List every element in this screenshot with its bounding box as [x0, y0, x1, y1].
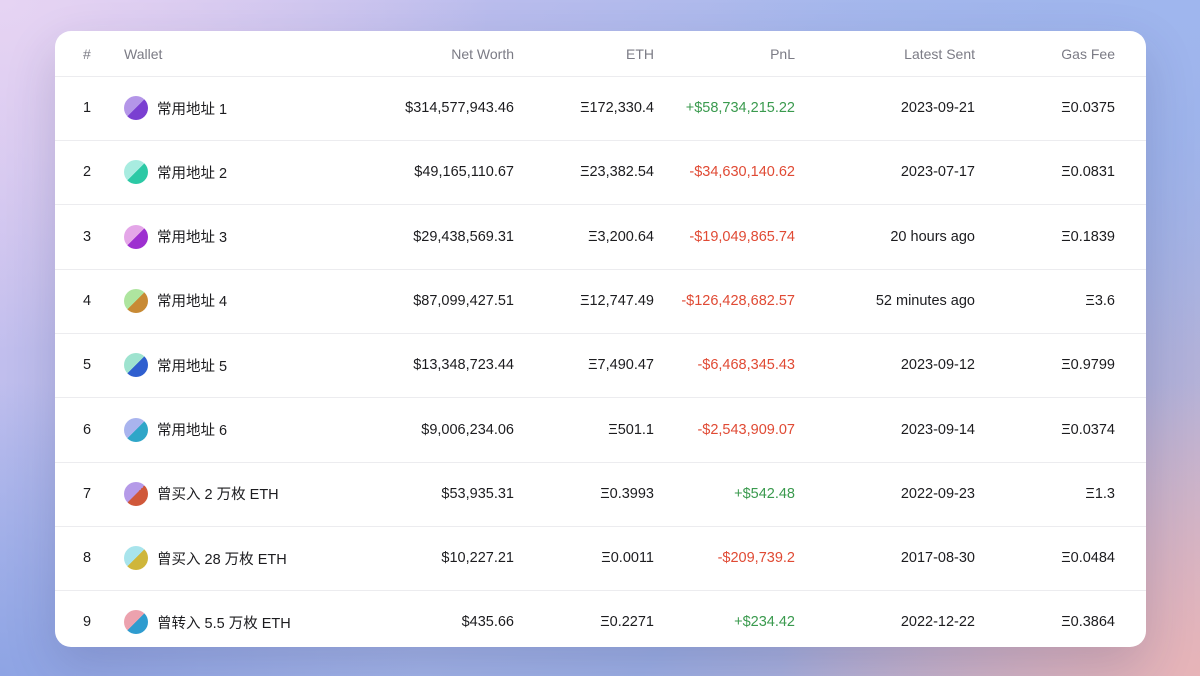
wallet-avatar-icon — [124, 546, 148, 571]
wallet-cell[interactable]: 常用地址 6 — [124, 398, 384, 462]
wallet-cell[interactable]: 常用地址 5 — [124, 333, 384, 397]
pnl-value: +$58,734,215.22 — [685, 100, 795, 116]
row-index: 6 — [83, 421, 92, 438]
net-worth-value: $87,099,427.51 — [413, 292, 514, 309]
gas-fee-value: Ξ3.6 — [1085, 292, 1115, 309]
header-wallet[interactable]: Wallet — [124, 45, 163, 62]
row-index: 2 — [83, 164, 92, 181]
pnl-value: -$209,739.2 — [717, 550, 795, 567]
wallet-table-card: # Wallet Net Worth ETH PnL Latest Sent G… — [55, 31, 1146, 647]
header-eth[interactable]: ETH — [626, 45, 654, 62]
eth-balance-value: Ξ0.3993 — [600, 485, 654, 502]
net-worth-value: $435.66 — [461, 614, 514, 631]
latest-sent-value: 2023-07-17 — [900, 164, 975, 181]
gas-fee-value: Ξ0.0374 — [1061, 421, 1115, 438]
header-gas-fee[interactable]: Gas Fee — [1061, 45, 1115, 62]
wallet-avatar-icon — [124, 353, 148, 378]
latest-sent-value: 2023-09-14 — [900, 421, 975, 438]
net-worth-value: $9,006,234.06 — [421, 421, 514, 438]
eth-balance-value: Ξ501.1 — [608, 421, 654, 438]
wallet-avatar-icon — [124, 610, 148, 635]
eth-balance-value: Ξ7,490.47 — [588, 357, 654, 374]
table-row[interactable]: 6 常用地址 6 $9,006,234.06 Ξ501.1 -$2,543,909.07… — [55, 398, 1146, 463]
wallet-cell[interactable]: 曾买入 28 万枚 ETH — [124, 526, 384, 590]
wallet-name: 常用地址 6 — [157, 423, 228, 439]
wallet-avatar-icon — [124, 96, 148, 120]
gas-fee-value: Ξ0.1839 — [1061, 228, 1115, 245]
row-index: 9 — [83, 614, 92, 631]
row-index: 4 — [83, 292, 92, 309]
gas-fee-value: Ξ0.0831 — [1061, 164, 1115, 181]
row-index: 3 — [83, 228, 92, 245]
wallet-avatar-icon — [124, 160, 148, 185]
header-net-worth[interactable]: Net Worth — [451, 45, 514, 62]
net-worth-value: $53,935.31 — [441, 485, 514, 502]
gas-fee-value: Ξ0.0484 — [1061, 550, 1115, 567]
table-row[interactable]: 8 曾买入 28 万枚 ETH $10,227.21 Ξ0.0011 -$209,739… — [55, 526, 1146, 592]
net-worth-value: $13,348,723.44 — [413, 357, 514, 374]
row-index: 8 — [83, 550, 92, 567]
wallet-name: 曾买入 2 万枚 ETH — [157, 487, 279, 504]
wallet-cell[interactable]: 曾转入 5.5 万枚 ETH — [124, 590, 384, 647]
net-worth-value: $49,165,110.67 — [414, 164, 514, 181]
latest-sent-value: 52 minutes ago — [875, 292, 975, 309]
eth-balance-value: Ξ3,200.64 — [588, 228, 654, 245]
gas-fee-value: Ξ0.9799 — [1061, 357, 1115, 374]
header-index: # — [83, 45, 91, 62]
pnl-value: +$542.48 — [734, 485, 795, 502]
wallet-name: 常用地址 1 — [157, 101, 228, 118]
net-worth-value: $314,577,943.46 — [405, 100, 514, 116]
table-row[interactable]: 3 常用地址 3 $29,438,569.31 Ξ3,200.64 -$19,049,8… — [55, 205, 1146, 270]
latest-sent-value: 20 hours ago — [890, 228, 975, 245]
wallet-cell[interactable]: 常用地址 2 — [124, 140, 384, 204]
net-worth-value: $10,227.21 — [441, 550, 514, 567]
pnl-value: -$34,630,140.62 — [689, 164, 795, 181]
table-row[interactable]: 4 常用地址 4 $87,099,427.51 Ξ12,747.49 -$126,428… — [55, 269, 1146, 334]
table-row[interactable]: 5 常用地址 5 $13,348,723.44 Ξ7,490.47 -$6,468,34… — [55, 333, 1146, 399]
wallet-name: 常用地址 2 — [157, 165, 228, 182]
gas-fee-value: Ξ0.3864 — [1061, 614, 1115, 631]
pnl-value: -$6,468,345.43 — [697, 357, 795, 374]
table-row[interactable]: 9 曾转入 5.5 万枚 ETH $435.66 Ξ0.2271 +$234.42 202… — [55, 590, 1146, 647]
row-index: 7 — [83, 485, 92, 502]
wallet-name: 常用地址 5 — [157, 358, 228, 375]
latest-sent-value: 2023-09-21 — [900, 100, 975, 116]
wallet-avatar-icon — [124, 288, 148, 313]
table-row[interactable]: 2 常用地址 2 $49,165,110.67 Ξ23,382.54 -$34,630,… — [55, 140, 1146, 206]
gas-fee-value: Ξ0.0375 — [1061, 100, 1115, 116]
eth-balance-value: Ξ0.2271 — [600, 614, 654, 631]
wallet-avatar-icon — [124, 224, 148, 249]
pnl-value: -$126,428,682.57 — [681, 292, 795, 309]
wallet-avatar-icon — [124, 417, 148, 442]
wallet-avatar-icon — [124, 481, 148, 506]
row-index: 5 — [83, 357, 92, 374]
header-latest-sent[interactable]: Latest Sent — [904, 45, 975, 62]
latest-sent-value: 2022-09-23 — [900, 485, 975, 502]
latest-sent-value: 2023-09-12 — [900, 357, 975, 374]
eth-balance-value: Ξ0.0011 — [601, 550, 654, 567]
eth-balance-value: Ξ172,330.4 — [580, 100, 654, 116]
table-header: # Wallet Net Worth ETH PnL Latest Sent G… — [55, 31, 1146, 77]
wallet-name: 曾转入 5.5 万枚 ETH — [157, 615, 291, 632]
latest-sent-value: 2022-12-22 — [900, 614, 975, 631]
wallet-cell[interactable]: 常用地址 1 — [124, 76, 384, 140]
wallet-name: 常用地址 4 — [157, 294, 228, 311]
wallet-cell[interactable]: 常用地址 3 — [124, 205, 384, 269]
net-worth-value: $29,438,569.31 — [413, 228, 514, 245]
wallet-cell[interactable]: 曾买入 2 万枚 ETH — [124, 462, 384, 526]
wallet-name: 常用地址 3 — [157, 230, 228, 247]
table-row[interactable]: 1 常用地址 1 $314,577,943.46 Ξ172,330.4 +$58,734… — [55, 76, 1146, 141]
pnl-value: -$19,049,865.74 — [689, 228, 795, 245]
wallet-cell[interactable]: 常用地址 4 — [124, 269, 384, 333]
gas-fee-value: Ξ1.3 — [1085, 485, 1115, 502]
eth-balance-value: Ξ12,747.49 — [580, 292, 654, 309]
wallet-name: 曾买入 28 万枚 ETH — [157, 551, 287, 568]
eth-balance-value: Ξ23,382.54 — [580, 164, 654, 181]
table-row[interactable]: 7 曾买入 2 万枚 ETH $53,935.31 Ξ0.3993 +$542.48 20… — [55, 462, 1146, 527]
row-index: 1 — [83, 100, 92, 116]
latest-sent-value: 2017-08-30 — [900, 550, 975, 567]
pnl-value: -$2,543,909.07 — [697, 421, 795, 438]
pnl-value: +$234.42 — [734, 614, 795, 631]
header-pnl[interactable]: PnL — [770, 45, 795, 62]
